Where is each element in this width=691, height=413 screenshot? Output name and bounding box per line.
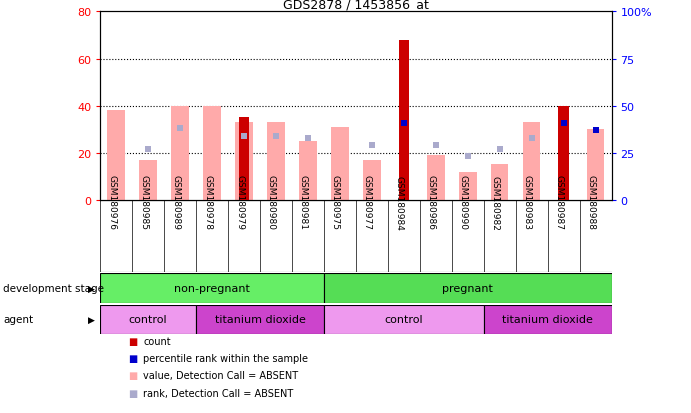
Bar [140,160,157,200]
Text: GSM180982: GSM180982 [491,175,500,230]
Text: GSM180983: GSM180983 [522,175,531,230]
Text: GSM180976: GSM180976 [107,175,116,230]
Text: titanium dioxide: titanium dioxide [214,315,305,325]
Text: count: count [143,336,171,346]
Text: titanium dioxide: titanium dioxide [502,315,593,325]
Bar [299,142,316,200]
Bar [484,305,612,335]
Bar [239,118,249,200]
Bar [324,305,484,335]
Bar [107,111,125,200]
Text: GSM180980: GSM180980 [267,175,276,230]
Bar [558,106,569,200]
Bar [100,305,196,335]
Text: ■: ■ [128,353,137,363]
Text: GSM180990: GSM180990 [459,175,468,230]
Bar [523,123,540,200]
Text: ■: ■ [128,370,137,380]
Text: GSM180978: GSM180978 [203,175,212,230]
Bar [587,130,605,200]
Text: rank, Detection Call = ABSENT: rank, Detection Call = ABSENT [143,388,293,398]
Bar [331,128,349,200]
Bar [324,274,612,304]
Bar [267,123,285,200]
Bar [171,106,189,200]
Text: GSM180987: GSM180987 [555,175,564,230]
Bar [427,156,444,200]
Text: control: control [384,315,423,325]
Text: value, Detection Call = ABSENT: value, Detection Call = ABSENT [143,370,298,380]
Text: GSM180988: GSM180988 [587,175,596,230]
Text: GSM180981: GSM180981 [299,175,308,230]
Text: percentile rank within the sample: percentile rank within the sample [143,353,308,363]
Bar [100,274,324,304]
Bar [459,172,477,200]
Text: GSM180984: GSM180984 [395,175,404,230]
Text: pregnant: pregnant [442,284,493,294]
Text: ■: ■ [128,336,137,346]
Text: non-pregnant: non-pregnant [174,284,250,294]
Text: development stage: development stage [3,284,104,294]
Text: control: control [129,315,167,325]
Text: GSM180989: GSM180989 [171,175,180,230]
Text: ▶: ▶ [88,315,95,324]
Text: ■: ■ [128,388,137,398]
Bar [196,305,324,335]
Title: GDS2878 / 1453856_at: GDS2878 / 1453856_at [283,0,429,11]
Text: GSM180975: GSM180975 [331,175,340,230]
Bar [399,40,409,200]
Text: GSM180985: GSM180985 [139,175,148,230]
Bar [363,160,381,200]
Text: GSM180977: GSM180977 [363,175,372,230]
Bar [203,106,221,200]
Text: GSM180979: GSM180979 [235,175,244,230]
Text: GSM180986: GSM180986 [427,175,436,230]
Bar [491,165,509,200]
Bar [235,123,253,200]
Text: agent: agent [3,315,34,325]
Text: ▶: ▶ [88,284,95,293]
